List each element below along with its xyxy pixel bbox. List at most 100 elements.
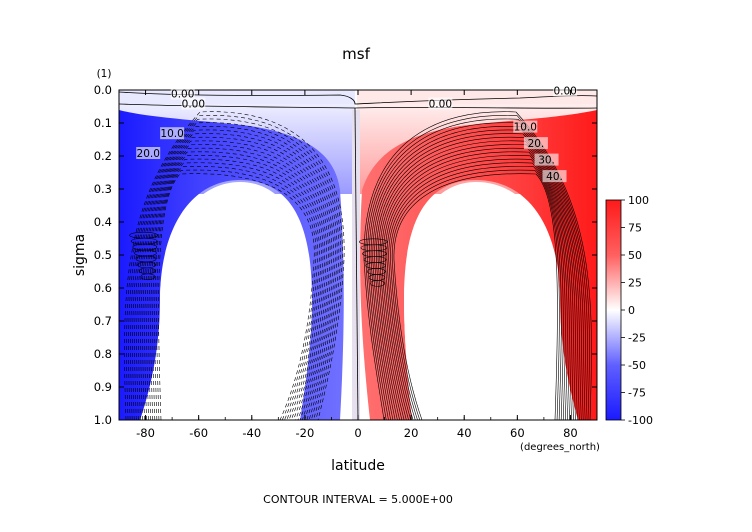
contour-line (142, 144, 329, 420)
contour-line (126, 115, 343, 420)
x-axis: -80 -60 -40 -20 0 20 40 60 80 (118, 90, 598, 440)
contour-line (140, 140, 331, 420)
colorbar-tick-label: -100 (628, 414, 653, 427)
x-tick-label: 20 (404, 426, 419, 440)
top-band-south (119, 90, 355, 104)
contour-line (386, 158, 566, 420)
y-tick-label: 0.2 (94, 149, 112, 163)
contour-label-bg (534, 153, 559, 166)
contour-line (384, 155, 568, 420)
colorbar-tick-label: -50 (628, 359, 646, 372)
north-contours (363, 111, 592, 420)
colorbar-ticks: 100 75 50 25 0 -25 -50 -75 -100 (621, 194, 653, 427)
y-tick-label: 0.6 (94, 281, 112, 295)
contour-label-bg (513, 120, 538, 133)
contour-line (152, 162, 320, 420)
contour-line (146, 151, 326, 420)
contour-interval-footer: CONTOUR INTERVAL = 5.000E+00 (263, 493, 453, 506)
x-axis-label: latitude (331, 458, 385, 474)
colorbar-tick-label: 25 (628, 277, 642, 290)
contour-label: 20. (528, 138, 545, 150)
x-tick-label: 0 (354, 426, 361, 440)
north-cell-fill (360, 110, 597, 420)
contour-line (148, 155, 324, 420)
x-tick-label: -20 (295, 426, 314, 440)
colorbar-tick-label: 75 (628, 222, 642, 235)
colorbar-gradient (605, 199, 622, 421)
contour-label: 20.0 (137, 148, 160, 160)
contour-line (368, 122, 586, 420)
contour-rings (129, 231, 388, 287)
zero-contour-top (119, 91, 597, 105)
contour-label-bg (136, 147, 161, 159)
contour-line (379, 144, 574, 420)
contour-line (150, 158, 322, 420)
contour-line (383, 151, 570, 420)
colorbar-tick-label: 0 (628, 304, 635, 317)
contour-line (372, 129, 582, 420)
contour-line (367, 118, 588, 420)
colorbar: 100 75 50 25 0 -25 -50 -75 -100 (605, 194, 653, 427)
south-cell-interior (140, 182, 312, 420)
contour-label: 0.00 (553, 85, 576, 97)
contour-line (136, 133, 334, 420)
contour-line (370, 125, 584, 420)
x-tick-label: -80 (136, 426, 155, 440)
contour-label-bg (428, 97, 453, 110)
contour-label-bg (553, 84, 578, 97)
contour-line (363, 111, 592, 420)
colorbar-tick-label: 50 (628, 249, 642, 262)
contour-line (381, 147, 572, 420)
north-cell-interior (404, 182, 578, 420)
contour-line (124, 111, 345, 420)
contour-label-bg (160, 127, 185, 140)
y-tick-label: 0.3 (94, 182, 112, 196)
x-tick-label: 40 (457, 426, 472, 440)
contour-line (365, 115, 590, 420)
zero-contour-equator (354, 107, 359, 420)
x-tick-label: 60 (510, 426, 525, 440)
y-tick-label: 0.4 (94, 215, 112, 229)
colorbar-tick-label: -25 (628, 332, 646, 345)
y-tick-label: 0.7 (94, 314, 112, 328)
contour-line (154, 166, 319, 420)
contour-line (134, 129, 336, 420)
contour-label-bg (170, 87, 195, 100)
y-axis-label: sigma (72, 234, 88, 276)
contour-line (388, 162, 564, 420)
contour-label: 40. (546, 171, 563, 183)
contour-label-bg (542, 170, 567, 183)
top-band-north (357, 90, 597, 104)
contour-label: 0.00 (182, 99, 205, 111)
contour-line (156, 169, 317, 420)
y-tick-label: 0.1 (94, 116, 112, 130)
y-units: (1) (97, 68, 112, 80)
x-tick-label: -40 (242, 426, 261, 440)
contour-line (390, 166, 562, 420)
contour-line (144, 147, 327, 420)
x-tick-label: 80 (563, 426, 578, 440)
contour-line (130, 122, 340, 420)
contour-label-bg (523, 137, 548, 150)
y-tick-label: 1.0 (94, 413, 112, 427)
chart-title: msf (342, 45, 370, 63)
contour-line (376, 136, 578, 420)
contour-line (377, 140, 576, 420)
x-tick-label: -60 (189, 426, 208, 440)
contour-label-bg (181, 97, 206, 110)
contour-label: 10.0 (514, 122, 537, 134)
contour-line (158, 173, 315, 420)
contour-line (391, 169, 560, 420)
y-tick-label: 0.5 (94, 248, 112, 262)
contour-line (132, 125, 338, 420)
contour-label: 0.00 (429, 99, 452, 111)
equator-strip (352, 110, 360, 420)
colorbar-tick-label: 100 (628, 194, 649, 207)
contour-label: 10.0 (160, 128, 183, 140)
contour-line (128, 118, 341, 420)
y-tick-label: 0.8 (94, 347, 112, 361)
contour-line (393, 173, 558, 420)
x-units: (degrees_north) (520, 442, 600, 453)
